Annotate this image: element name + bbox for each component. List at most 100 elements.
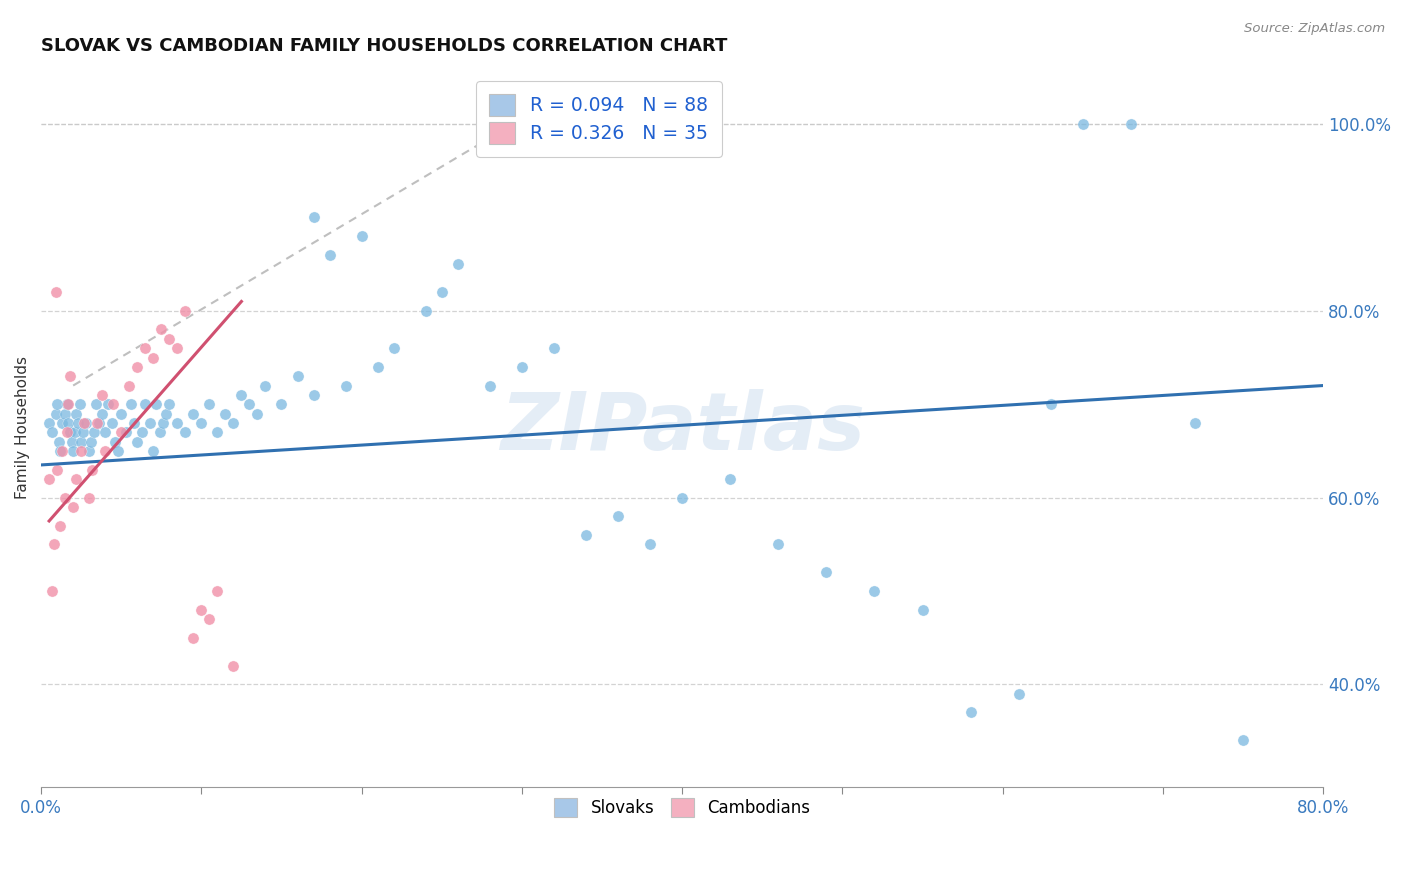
Point bbox=[107, 444, 129, 458]
Point bbox=[768, 537, 790, 551]
Point bbox=[65, 472, 87, 486]
Point bbox=[174, 425, 197, 440]
Point bbox=[127, 434, 149, 449]
Point bbox=[607, 509, 630, 524]
Point bbox=[127, 359, 149, 374]
Point bbox=[38, 416, 60, 430]
Point bbox=[638, 537, 661, 551]
Point bbox=[207, 425, 229, 440]
Point bbox=[145, 397, 167, 411]
Point bbox=[80, 434, 103, 449]
Point bbox=[318, 248, 340, 262]
Point bbox=[1119, 117, 1142, 131]
Point bbox=[91, 388, 114, 402]
Point bbox=[222, 416, 245, 430]
Point bbox=[72, 425, 94, 440]
Point bbox=[183, 407, 205, 421]
Point bbox=[254, 378, 277, 392]
Point bbox=[46, 462, 69, 476]
Legend: Slovaks, Cambodians: Slovaks, Cambodians bbox=[546, 789, 818, 826]
Point bbox=[198, 612, 221, 626]
Point bbox=[350, 229, 373, 244]
Point bbox=[174, 303, 197, 318]
Point bbox=[671, 491, 693, 505]
Point bbox=[115, 425, 138, 440]
Y-axis label: Family Households: Family Households bbox=[15, 356, 30, 499]
Point bbox=[478, 378, 501, 392]
Point bbox=[83, 425, 105, 440]
Point bbox=[142, 444, 165, 458]
Point bbox=[863, 584, 886, 599]
Point bbox=[70, 434, 93, 449]
Point bbox=[51, 416, 73, 430]
Point bbox=[222, 658, 245, 673]
Point bbox=[41, 584, 63, 599]
Point bbox=[134, 341, 156, 355]
Point bbox=[1232, 733, 1254, 747]
Point bbox=[1039, 397, 1062, 411]
Point bbox=[510, 359, 533, 374]
Point bbox=[207, 584, 229, 599]
Text: SLOVAK VS CAMBODIAN FAMILY HOUSEHOLDS CORRELATION CHART: SLOVAK VS CAMBODIAN FAMILY HOUSEHOLDS CO… bbox=[41, 37, 727, 55]
Point bbox=[139, 416, 162, 430]
Point bbox=[335, 378, 357, 392]
Point bbox=[82, 462, 104, 476]
Point bbox=[77, 444, 100, 458]
Point bbox=[120, 397, 142, 411]
Point bbox=[58, 397, 80, 411]
Point bbox=[84, 397, 107, 411]
Point bbox=[41, 425, 63, 440]
Point bbox=[152, 416, 174, 430]
Point bbox=[190, 603, 212, 617]
Point bbox=[49, 518, 72, 533]
Point bbox=[100, 416, 122, 430]
Point bbox=[1184, 416, 1206, 430]
Point bbox=[122, 416, 145, 430]
Point bbox=[65, 407, 87, 421]
Point bbox=[103, 397, 125, 411]
Point bbox=[42, 537, 65, 551]
Point bbox=[110, 425, 132, 440]
Point bbox=[150, 322, 173, 336]
Point bbox=[190, 416, 212, 430]
Point bbox=[62, 444, 84, 458]
Point bbox=[63, 425, 86, 440]
Point bbox=[87, 416, 110, 430]
Point bbox=[69, 397, 91, 411]
Point bbox=[49, 444, 72, 458]
Point bbox=[94, 444, 117, 458]
Point bbox=[142, 351, 165, 365]
Point bbox=[1008, 687, 1031, 701]
Point bbox=[166, 341, 188, 355]
Point bbox=[55, 425, 77, 440]
Point bbox=[214, 407, 236, 421]
Point bbox=[302, 388, 325, 402]
Point bbox=[815, 566, 838, 580]
Point bbox=[198, 397, 221, 411]
Point bbox=[415, 303, 437, 318]
Point bbox=[430, 285, 453, 300]
Point bbox=[59, 425, 82, 440]
Point bbox=[86, 416, 108, 430]
Point bbox=[51, 444, 73, 458]
Point bbox=[367, 359, 389, 374]
Point bbox=[183, 631, 205, 645]
Point bbox=[62, 500, 84, 514]
Point bbox=[911, 603, 934, 617]
Point bbox=[575, 528, 598, 542]
Point bbox=[231, 388, 253, 402]
Text: ZIPatlas: ZIPatlas bbox=[499, 389, 865, 467]
Point bbox=[382, 341, 405, 355]
Point bbox=[59, 369, 82, 384]
Point bbox=[66, 416, 89, 430]
Point bbox=[38, 472, 60, 486]
Point bbox=[302, 211, 325, 225]
Point bbox=[1071, 117, 1094, 131]
Point bbox=[73, 416, 96, 430]
Point bbox=[270, 397, 292, 411]
Point bbox=[238, 397, 260, 411]
Point bbox=[53, 407, 76, 421]
Point bbox=[104, 434, 127, 449]
Point bbox=[157, 332, 180, 346]
Point bbox=[48, 434, 70, 449]
